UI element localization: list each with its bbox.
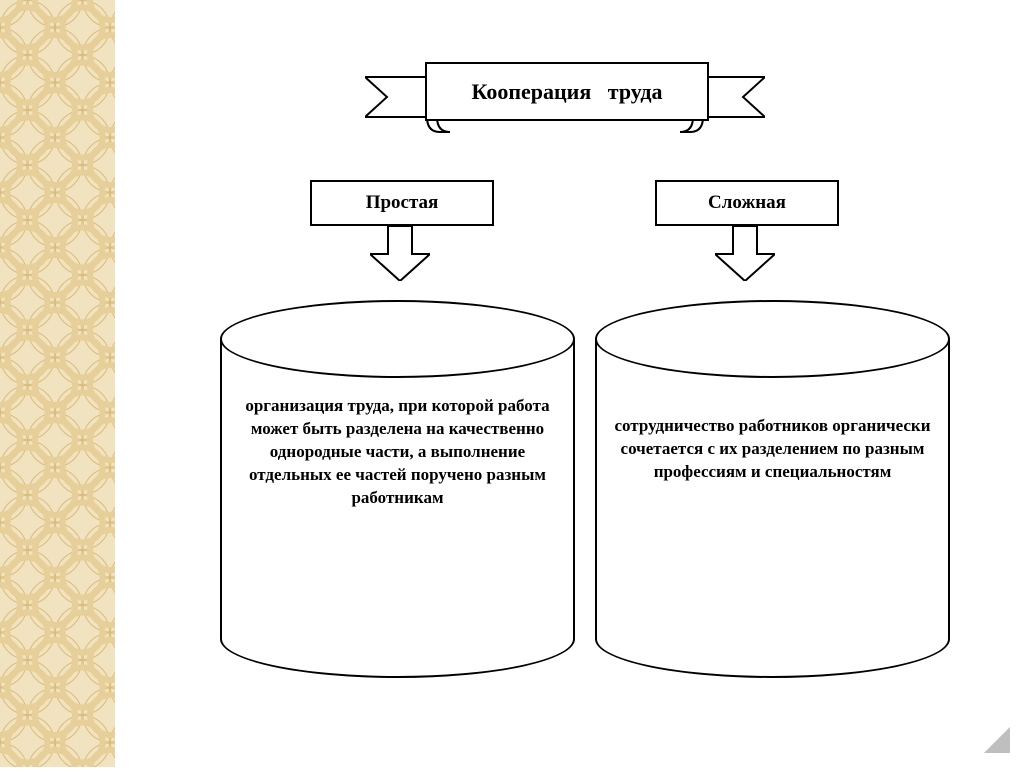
cylinder-top: [220, 300, 575, 378]
arrow-down-simple: [370, 226, 430, 281]
cylinder-top: [595, 300, 950, 378]
cylinder-text-simple: организация труда, при которой работа мо…: [220, 395, 575, 510]
cylinder-mask: [222, 600, 573, 639]
cylinder-body: [595, 339, 950, 639]
cylinder-complex: сотрудничество работников органически со…: [595, 300, 950, 670]
arrow-svg: [715, 226, 775, 281]
branch-box-simple: Простая: [310, 180, 494, 226]
title-ribbon: Кооперация труда: [365, 52, 765, 142]
page-corner-fold: [984, 727, 1010, 753]
cylinder-text-complex: сотрудничество работников органически со…: [595, 415, 950, 484]
cylinder-simple: организация труда, при которой работа мо…: [220, 300, 575, 670]
cylinder-mask: [597, 600, 948, 639]
branch-label-complex: Сложная: [708, 192, 786, 214]
arrow-down-complex: [715, 226, 775, 281]
title-label-box: Кооперация труда: [425, 62, 709, 121]
branch-label-simple: Простая: [366, 192, 439, 214]
arrow-svg: [370, 226, 430, 281]
title-text: Кооперация труда: [471, 79, 662, 105]
pattern-svg: [0, 0, 115, 767]
diagram-area: Кооперация труда Простая Сложная организ…: [115, 0, 1024, 767]
branch-box-complex: Сложная: [655, 180, 839, 226]
sidebar-pattern: [0, 0, 115, 767]
